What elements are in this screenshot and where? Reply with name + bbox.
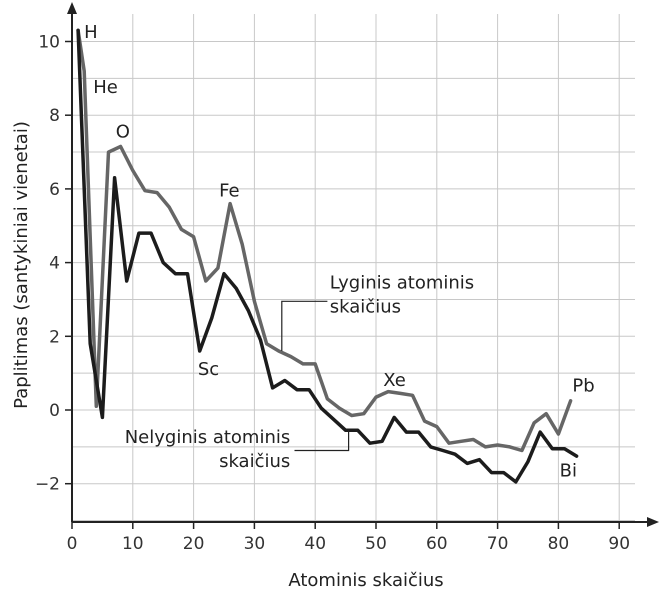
ticks: 0 10 20 30 40 50 60 70 80 90 −2 0 2 4 6 8 10 [35,33,630,555]
x-axis-title: Atominis skaičius [288,570,443,591]
even-series-line [76,28,573,453]
series-callout-label: skaičius [330,296,401,317]
y-tick-label: 6 [49,180,60,200]
y-axis-arrow-icon [67,2,77,14]
element-label: Xe [383,370,406,391]
x-tick-label: 20 [183,534,205,554]
x-tick-label: 80 [548,534,570,554]
y-tick-label: −2 [35,475,60,495]
grid [72,14,635,522]
y-tick-label: 10 [38,33,60,53]
element-label: H [84,22,98,43]
y-tick-label: 0 [49,401,60,421]
x-tick-label: 30 [244,534,266,554]
element-label: Bi [560,460,577,481]
series-layer [76,28,579,484]
x-tick-label: 60 [426,534,448,554]
y-tick-label: 2 [49,327,60,347]
element-label: He [93,77,118,98]
y-axis-title: Paplitimas (santykiniai vienetai) [11,121,32,409]
x-tick-label: 90 [608,534,630,554]
x-tick-label: 50 [365,534,387,554]
y-tick-label: 4 [49,254,60,274]
odd-series-line [76,28,579,484]
x-tick-label: 40 [304,534,326,554]
element-label: O [116,121,130,142]
callout-leader-line [281,300,328,351]
element-label: Pb [572,376,594,397]
series-callout-label: Lyginis atominis [330,272,474,293]
axes [67,2,659,527]
x-tick-label: 10 [122,534,144,554]
y-tick-label: 8 [49,106,60,126]
element-label: Sc [198,359,219,380]
series-callout-label: Nelyginis atominis [125,427,291,448]
annotations: H He O Fe Sc Xe Pb Bi Lyginis atominis skaičius Ne… [84,22,595,482]
x-axis-arrow-icon [647,517,659,527]
element-label: Fe [219,180,239,201]
x-tick-label: 0 [67,534,78,554]
callout-leader-line [294,430,350,452]
series-callout-label: skaičius [219,451,290,472]
x-tick-label: 70 [487,534,509,554]
